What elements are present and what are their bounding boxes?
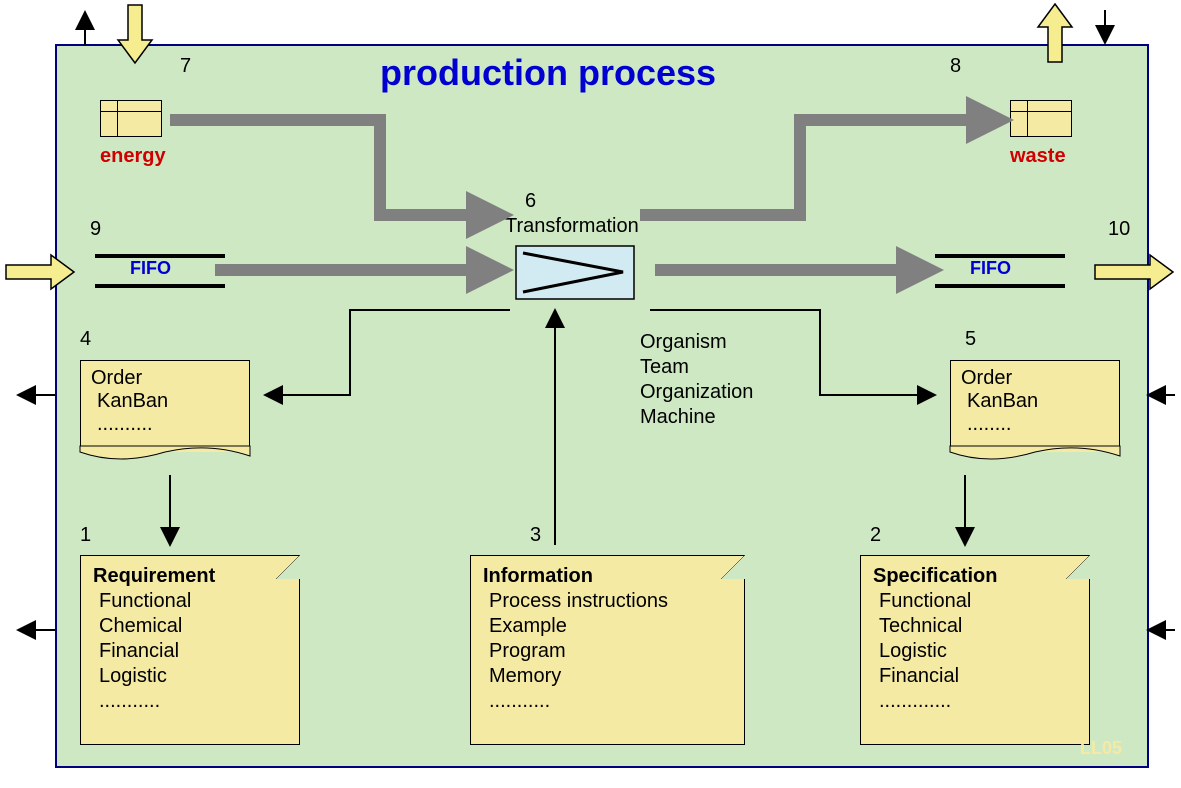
yellow-arrow-waste-out <box>1038 2 1072 62</box>
note-requirement: Requirement Functional Chemical Financia… <box>80 555 300 745</box>
note-order-left: Order KanBan .......... <box>80 360 250 452</box>
attribution: LL05 <box>1080 738 1122 759</box>
note-specification: Specification Functional Technical Logis… <box>860 555 1090 745</box>
yellow-arrow-fifo-out <box>1095 255 1175 289</box>
yellow-arrow-fifo-in <box>6 255 76 289</box>
note-order-right: Order KanBan ........ <box>950 360 1120 452</box>
diagram-canvas: production process 7 8 9 10 6 4 5 1 3 2 … <box>0 0 1181 788</box>
note-information: Information Process instructions Example… <box>470 555 745 745</box>
yellow-arrow-energy-in <box>118 5 152 65</box>
